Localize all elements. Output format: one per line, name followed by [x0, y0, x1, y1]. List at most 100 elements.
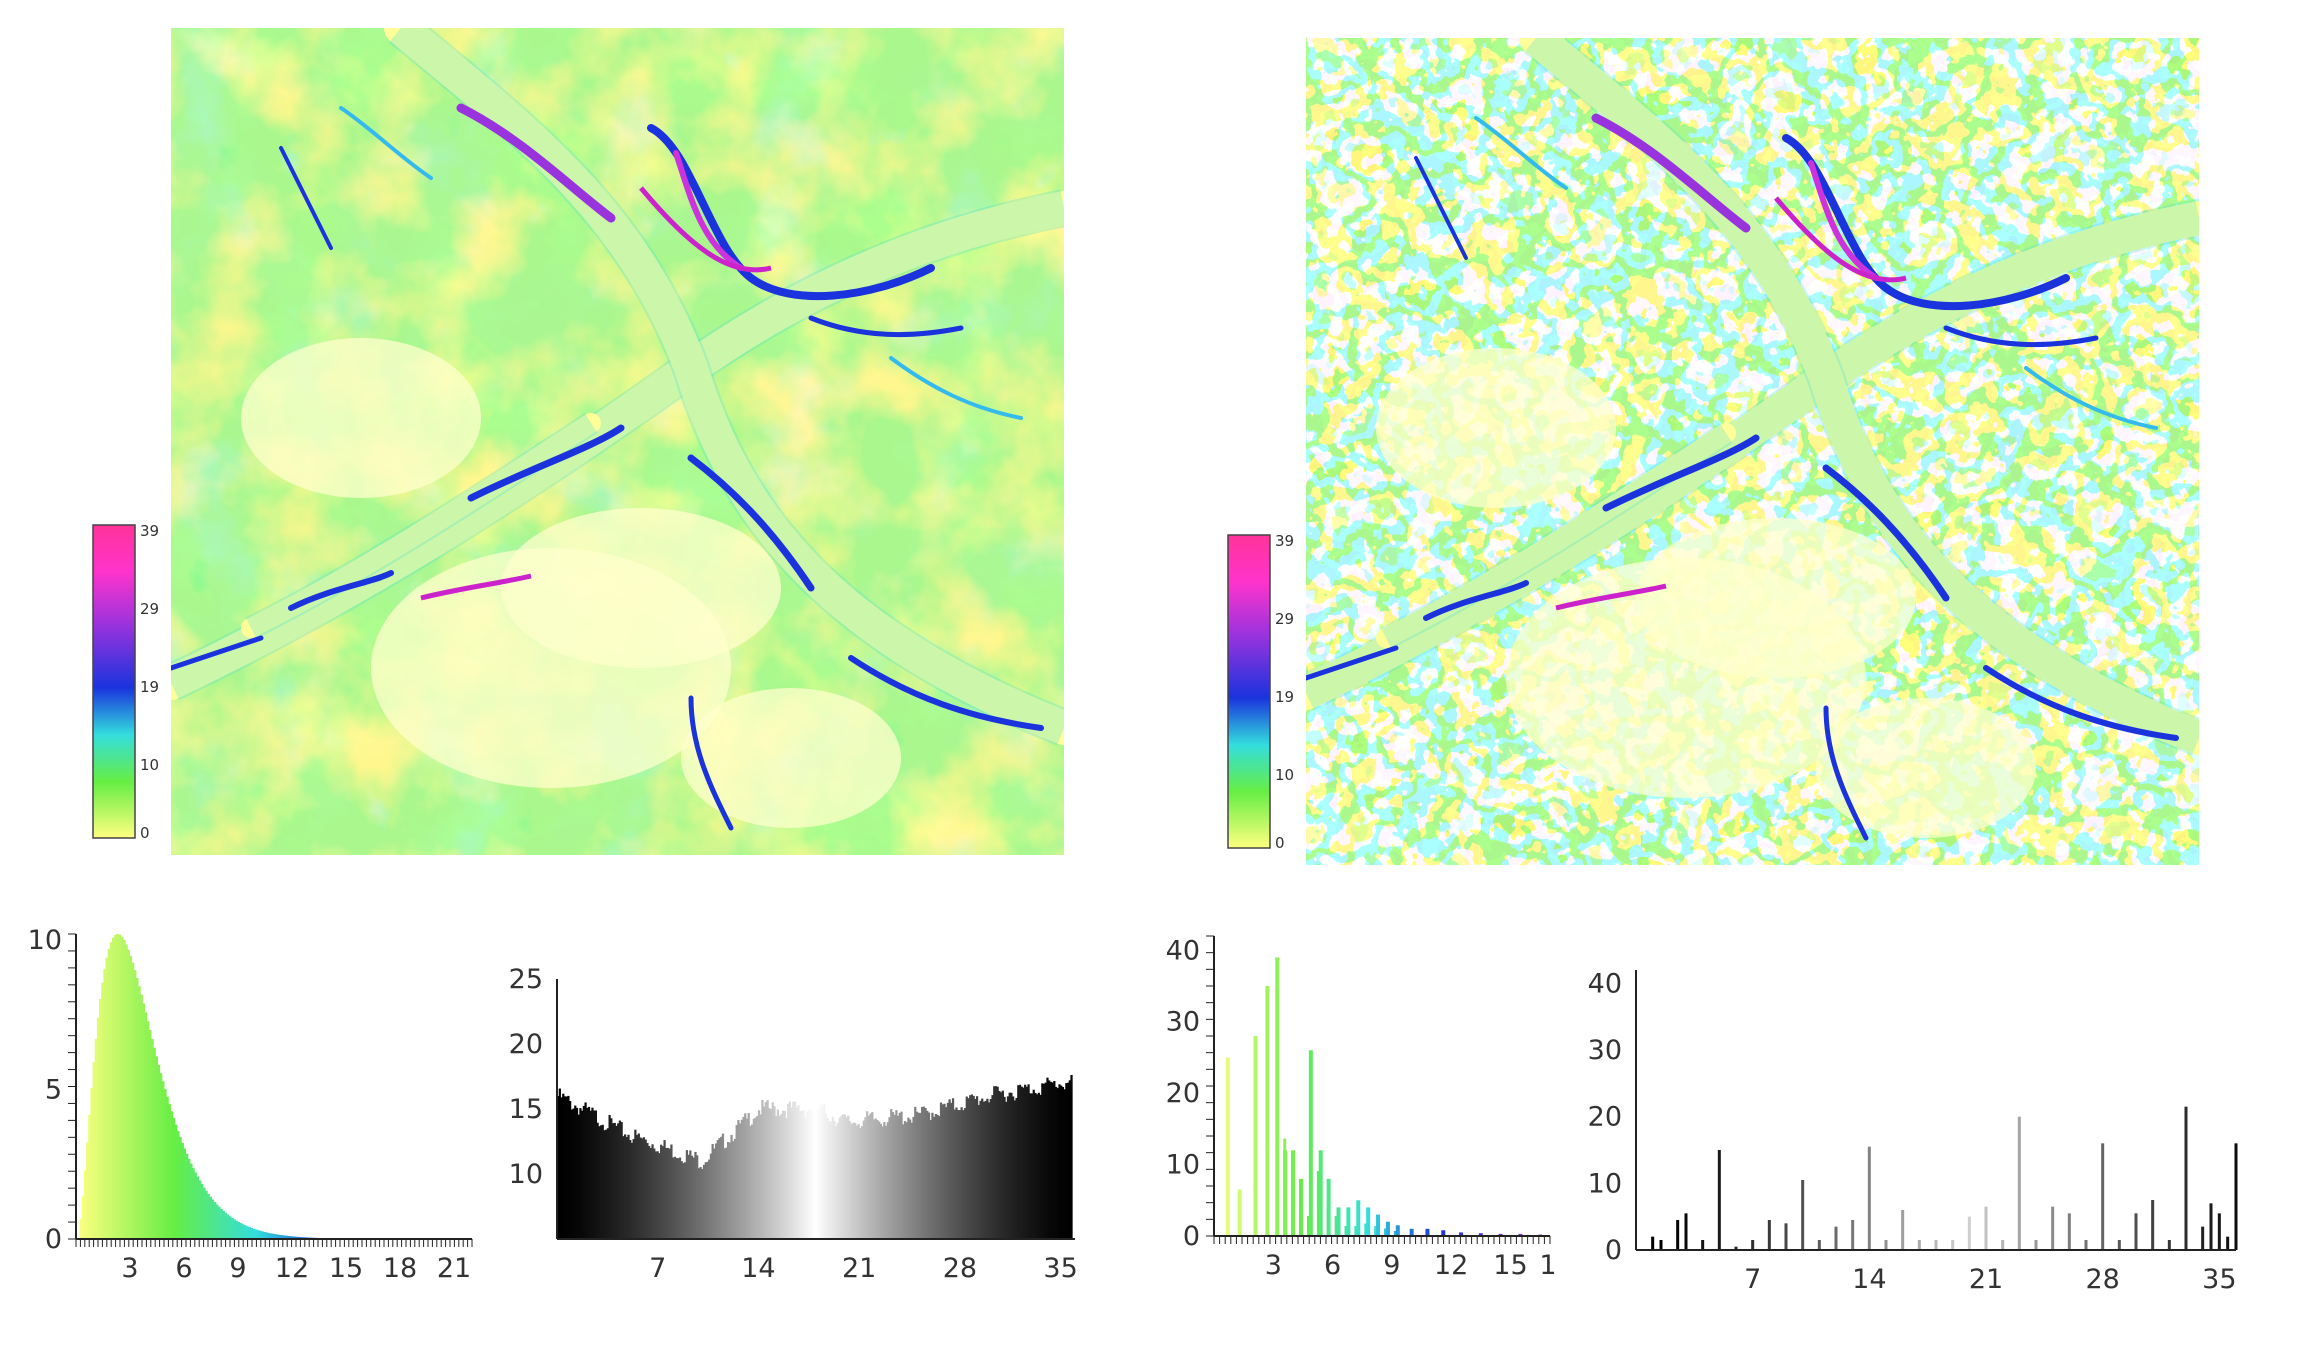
histogram-2-bar — [979, 1100, 982, 1239]
histogram-2-bar — [1058, 1084, 1061, 1239]
x-tick-label: 21 — [842, 1253, 876, 1284]
histogram-2-bar — [855, 1125, 858, 1239]
histogram-1-bar — [170, 1111, 174, 1239]
histogram-2-bar — [747, 1112, 750, 1239]
histogram-1-bar — [135, 977, 139, 1239]
histogram-2-bar — [871, 1112, 874, 1239]
histogram-1-bar — [148, 1030, 152, 1239]
histogram-2-bar — [809, 1109, 812, 1239]
histogram-2-bar — [867, 1115, 871, 1239]
histogram-1-bar — [79, 1218, 83, 1239]
histogram-2-bar — [891, 1112, 895, 1239]
histogram-4-bar — [2209, 1203, 2213, 1250]
histogram-1-bar — [274, 1234, 277, 1239]
histogram-2-bar — [797, 1104, 800, 1239]
histogram-1-bar — [286, 1235, 290, 1239]
y-tick-label: 40 — [1166, 935, 1200, 966]
histogram-2-bar — [903, 1121, 907, 1239]
histogram-2-bar — [795, 1107, 798, 1239]
histogram-2-bar — [862, 1120, 865, 1239]
histogram-4-bar — [2067, 1213, 2071, 1250]
ridge-7 — [848, 655, 1044, 731]
histogram-2-bar — [1025, 1086, 1028, 1239]
ridge-1 — [1782, 134, 2070, 311]
histogram-2-bar — [761, 1099, 764, 1239]
histogram-2-bar — [900, 1111, 903, 1239]
ridge-11 — [1474, 116, 1568, 190]
histogram-2-bar — [1024, 1084, 1027, 1239]
flat-area-3 — [1636, 518, 1916, 678]
histogram-2-bar — [613, 1122, 616, 1239]
histogram-2-bar — [653, 1148, 656, 1239]
histogram-2-bar — [946, 1102, 950, 1239]
histogram-4-bar — [2117, 1240, 2121, 1250]
histogram-3-bar — [1291, 1150, 1296, 1236]
histogram-1-bar — [289, 1236, 292, 1239]
histogram-2-bar — [575, 1107, 579, 1239]
ridge-10 — [1306, 645, 1399, 681]
histogram-1-bar — [213, 1202, 217, 1239]
histogram-2-bar — [975, 1096, 979, 1239]
histogram-2-bar — [924, 1108, 927, 1239]
histogram-2-bar — [1044, 1082, 1047, 1239]
histogram-2-bar — [739, 1123, 742, 1239]
histogram-2-bar — [768, 1108, 771, 1239]
histogram-2-bar — [634, 1129, 637, 1239]
histogram-2-bar — [836, 1122, 840, 1239]
histogram-2-bar — [759, 1114, 762, 1239]
x-tick-label: 15 — [1493, 1250, 1527, 1281]
histogram-1-bar — [295, 1236, 299, 1239]
histogram-2-bar — [927, 1112, 931, 1239]
histogram-4-bar — [1734, 1246, 1738, 1250]
road-1 — [1519, 38, 2199, 755]
histogram-2-bar — [929, 1120, 932, 1239]
histogram-2-bar — [699, 1167, 702, 1239]
histogram-4-bar — [1676, 1220, 1680, 1250]
histogram-2-bar — [605, 1129, 608, 1239]
histogram-1-bar — [228, 1216, 232, 1239]
histogram-3-bar — [1376, 1214, 1381, 1236]
histogram-2-bar — [660, 1144, 663, 1239]
colorbar-left: 39 29 19 10 0 — [92, 522, 172, 842]
histogram-2-bar — [749, 1125, 752, 1239]
histogram-3-bar-minor — [1306, 1216, 1310, 1236]
histogram-1-bar — [278, 1234, 282, 1239]
histogram-2-bar — [1066, 1082, 1070, 1239]
histogram-2-bar — [773, 1106, 776, 1239]
histogram-3-bar — [1441, 1230, 1446, 1236]
histogram-2-bar — [843, 1114, 846, 1239]
histogram-2-bar — [687, 1154, 690, 1239]
road-1 — [384, 28, 1064, 745]
histogram-2-bar — [706, 1161, 709, 1239]
histogram-1-bar — [161, 1081, 165, 1239]
histogram-4-bar — [1967, 1216, 1971, 1250]
histogram-2-bar — [852, 1122, 855, 1239]
histogram-2-bar — [907, 1117, 910, 1239]
histogram-2-bar — [781, 1110, 785, 1239]
histogram-4-bar — [2017, 1116, 2021, 1250]
histogram-2-bar — [960, 1107, 963, 1239]
histogram-2-bar — [1051, 1082, 1054, 1239]
histogram-1-bar — [243, 1225, 247, 1239]
histogram-2-bar — [629, 1140, 632, 1239]
ridge-magenta-2 — [420, 573, 532, 601]
histogram-2: 7 14 21 28 35 10 15 20 25 — [480, 964, 1080, 1305]
histogram-2-bar — [802, 1110, 805, 1239]
histogram-2-bar — [805, 1111, 809, 1239]
ridge-4 — [1602, 434, 1760, 512]
histogram-2-bar — [735, 1125, 738, 1239]
x-tick-label: 6 — [1324, 1250, 1341, 1281]
histogram-4-bar — [1851, 1220, 1855, 1250]
histogram-2-bar — [702, 1164, 706, 1239]
flat-area-2 — [1376, 348, 1616, 508]
histogram-2-bar — [752, 1118, 755, 1239]
road-edge-0 — [1306, 199, 2199, 711]
histogram-2-bar — [646, 1142, 649, 1239]
histogram-2-bar — [1053, 1080, 1056, 1239]
histogram-1-bar — [99, 998, 102, 1239]
histogram-2-bar — [951, 1098, 955, 1239]
histogram-4-bar — [2167, 1240, 2171, 1250]
histogram-4-bar — [1884, 1240, 1888, 1250]
histogram-2-bar — [936, 1114, 939, 1239]
y-tick-label: 20 — [1588, 1102, 1622, 1133]
